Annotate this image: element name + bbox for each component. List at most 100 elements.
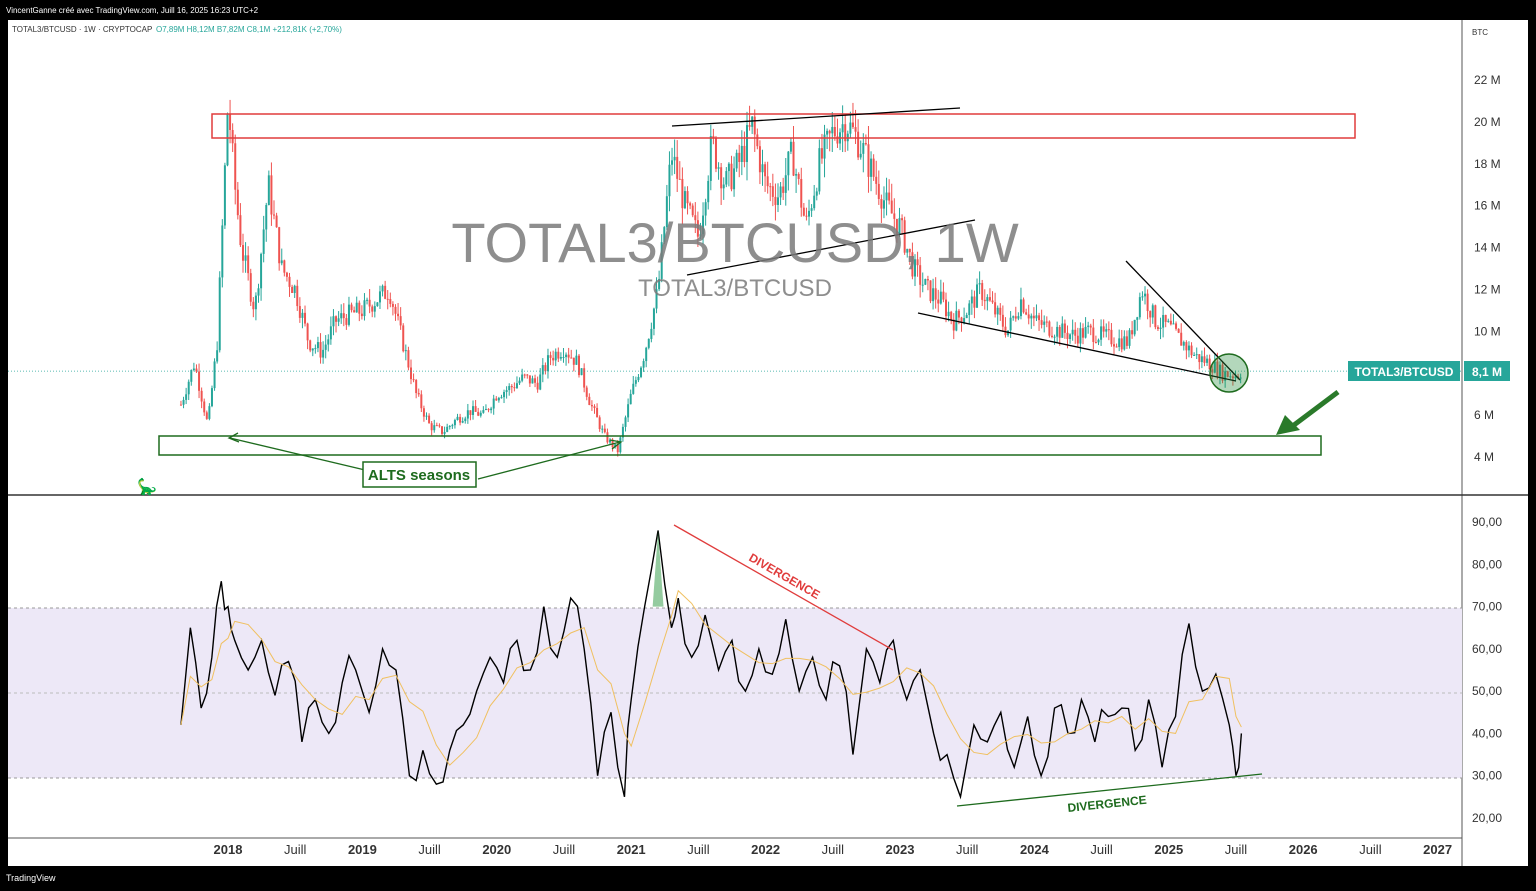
candle-body	[492, 398, 495, 409]
divergence-line-bottom[interactable]	[956, 773, 1263, 807]
candle-body	[689, 203, 692, 206]
candle-body	[500, 397, 503, 399]
candle-body	[629, 393, 632, 405]
candle-body	[324, 344, 327, 350]
candle-body	[1040, 320, 1043, 325]
candle-body	[329, 326, 332, 340]
candle-body	[536, 382, 539, 390]
alts-arrowhead-left	[227, 432, 240, 443]
candle-body	[867, 144, 870, 177]
alts-arrow-right[interactable]	[477, 441, 621, 480]
candle-body	[893, 213, 896, 219]
candle-body	[738, 152, 741, 162]
candle-body	[539, 374, 542, 390]
candle-body	[257, 288, 260, 296]
candle-body	[826, 130, 829, 135]
candle-body	[1050, 335, 1053, 337]
candle-body	[371, 306, 374, 312]
candle-body	[970, 296, 973, 304]
candle-body	[316, 342, 319, 349]
candle-body	[1105, 329, 1108, 332]
candle-body	[895, 218, 898, 234]
candle-body	[1118, 338, 1121, 347]
candle-body	[448, 425, 451, 427]
candle-body	[384, 285, 387, 299]
candle-body	[389, 299, 392, 304]
candle-body	[340, 313, 343, 319]
candle-body	[249, 273, 252, 302]
candle-body	[862, 143, 865, 154]
candle-body	[872, 158, 875, 177]
candle-body	[247, 255, 250, 274]
candle-body	[849, 122, 852, 134]
candle-body	[345, 318, 348, 325]
candle-body	[733, 168, 736, 190]
trendline-falling[interactable]	[1125, 260, 1241, 381]
credit-text: VincentGanne créé avec TradingView.com, …	[6, 6, 259, 15]
candle-body	[1133, 319, 1136, 335]
candle-body	[758, 146, 761, 173]
alts-arrowhead-right	[609, 439, 623, 450]
candle-body	[1167, 320, 1170, 322]
candle-body	[1149, 311, 1152, 318]
resistance-zone[interactable]	[211, 113, 1356, 139]
trendline-mid[interactable]	[686, 219, 976, 276]
candle-body	[461, 421, 464, 423]
candle-body	[378, 291, 381, 303]
candle-body	[508, 386, 511, 391]
price-tick-label: 16 M	[1474, 199, 1501, 213]
candle-body	[929, 280, 932, 302]
ohlc-info: O7,89M H8,12M B7,82M C8,1M +212,81K (+2,…	[156, 25, 342, 34]
candle-body	[660, 242, 663, 279]
candle-body	[1056, 326, 1059, 337]
candle-body	[686, 191, 689, 204]
candle-body	[590, 404, 593, 407]
time-ticks[interactable]: 2018 Juill 2019 Juill 2020 Juill 2021 Juill 2022…	[214, 842, 1453, 857]
candle-body	[968, 303, 971, 316]
candle-body	[802, 207, 805, 216]
breakout-circle[interactable]	[1209, 353, 1249, 393]
candle-body	[1071, 329, 1074, 335]
candle-body	[1012, 316, 1015, 318]
candle-body	[1100, 326, 1103, 340]
candle-body	[236, 189, 239, 216]
candle-body	[195, 368, 198, 372]
candle-body	[459, 416, 462, 423]
candle-body	[422, 408, 425, 417]
candle-body	[748, 125, 751, 127]
candle-body	[397, 313, 400, 317]
candle-body	[1226, 371, 1229, 377]
candle-body	[546, 355, 549, 372]
candle-body	[541, 365, 544, 375]
time-tick-label: 2022	[751, 842, 780, 857]
candle-body	[402, 325, 405, 352]
trendline-top[interactable]	[671, 107, 961, 127]
candle-body	[1136, 317, 1139, 320]
alts-arrow-left[interactable]	[229, 437, 366, 471]
candle-body	[1218, 364, 1221, 377]
candle-body	[1195, 354, 1198, 356]
symbol-info[interactable]: TOTAL3/BTCUSD · 1W · CRYPTOCAP	[12, 25, 152, 34]
candle-body	[624, 417, 627, 427]
candle-body	[745, 125, 748, 163]
alts-label-box[interactable]	[362, 461, 477, 488]
candle-body	[580, 368, 583, 376]
candle-body	[1097, 339, 1100, 343]
support-zone[interactable]	[158, 435, 1322, 456]
candle-body	[1224, 371, 1227, 381]
trendline-lower[interactable]	[917, 312, 1237, 382]
candle-body	[911, 252, 914, 277]
candle-body	[676, 156, 679, 179]
rsi-pane	[180, 530, 1243, 800]
candle-body	[554, 351, 557, 361]
price-tick-label: 22 M	[1474, 73, 1501, 87]
divergence-line-top[interactable]	[673, 524, 894, 651]
tradingview-logo[interactable]: TradingView	[6, 873, 56, 883]
candle-body	[283, 260, 286, 273]
candle-body	[293, 285, 296, 293]
candle-body	[213, 361, 216, 389]
candle-body	[391, 303, 394, 307]
candle-body	[960, 317, 963, 323]
time-tick-label: Juill	[1090, 842, 1113, 857]
